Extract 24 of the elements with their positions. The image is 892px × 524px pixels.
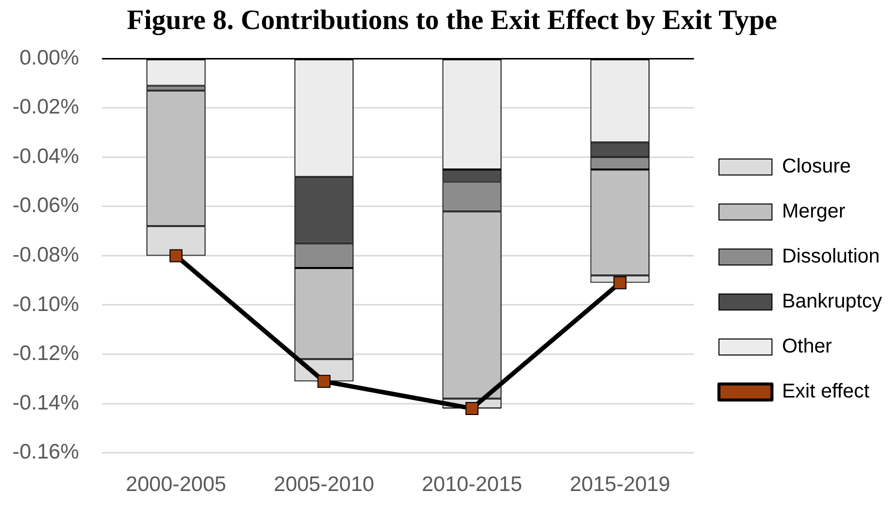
x-tick-label: 2010-2015	[422, 473, 522, 496]
y-tick-label: -0.16%	[12, 440, 79, 464]
point	[169, 249, 183, 262]
y-tick-label: -0.08%	[12, 243, 79, 266]
y-tick-label: -0.04%	[12, 144, 79, 168]
legend-label: Merger	[782, 200, 846, 223]
y-tick-label: 0.00%	[19, 46, 79, 70]
legend-label: Dissolution	[782, 246, 880, 268]
x-tick-label: 2000-2005	[126, 473, 226, 496]
x-tick-label: 2015-2019	[570, 473, 670, 496]
x-tick-label: 2005-2010	[274, 473, 374, 496]
legend-label: Other	[782, 336, 832, 358]
chart-title: Figure 8. Contributions to the Exit Effect by Exit Type	[126, 5, 778, 36]
y-tick-label: -0.12%	[12, 342, 79, 366]
y-tick-label: -0.02%	[12, 96, 79, 119]
y-tick-label: -0.06%	[12, 194, 79, 218]
legend-label: Exit effect	[782, 380, 870, 403]
y-tick-label: -0.10%	[12, 292, 79, 316]
legend-label: Bankruptcy	[782, 290, 882, 313]
legend-label: Closure	[782, 156, 851, 178]
point	[465, 402, 478, 415]
point	[317, 374, 330, 388]
point	[613, 276, 626, 290]
y-tick-label: -0.14%	[12, 391, 79, 414]
